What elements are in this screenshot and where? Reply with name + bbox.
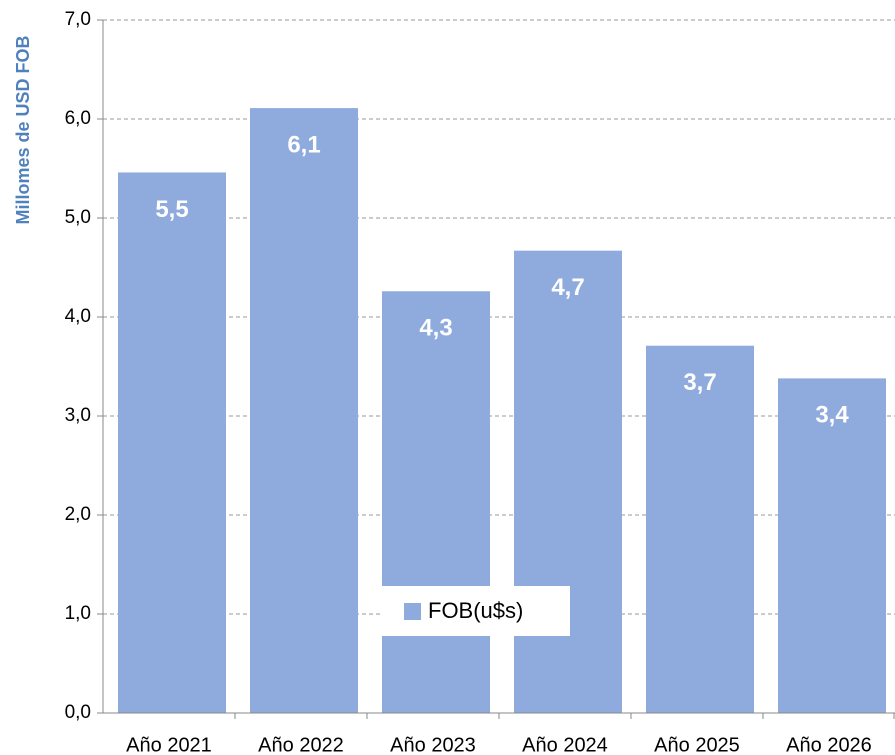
y-tick-label: 7,0 [65,9,91,30]
legend-swatch [404,603,421,620]
y-tick-label: 6,0 [65,108,91,129]
y-tick-label: 1,0 [65,603,91,624]
y-tick-label: 5,0 [65,207,91,228]
data-label: 6,1 [287,131,320,158]
bar [778,378,886,713]
bar [118,172,226,713]
data-label: 4,7 [551,274,584,301]
y-axis-label: Millomes de USD FOB [13,35,33,224]
x-tick-label: Año 2026 [786,734,872,755]
y-tick-label: 4,0 [65,306,91,327]
x-tick-label: Año 2025 [654,734,740,755]
bar [382,291,490,713]
bar [514,250,622,714]
bar [646,345,754,713]
data-label: 3,4 [815,402,849,429]
data-label: 4,3 [419,315,452,342]
x-tick-label: Año 2022 [258,734,344,755]
data-label: 3,7 [683,369,716,396]
legend-label: FOB(u$s) [428,598,523,623]
x-tick-label: Año 2021 [126,734,212,755]
bar [250,108,358,714]
y-tick-label: 2,0 [65,504,91,525]
y-tick-label: 0,0 [65,702,91,723]
y-tick-label: 3,0 [65,405,91,426]
data-label: 5,5 [155,196,188,223]
x-tick-label: Año 2024 [522,734,608,755]
x-tick-label: Año 2023 [390,734,476,755]
legend: FOB(u$s) [380,586,570,636]
